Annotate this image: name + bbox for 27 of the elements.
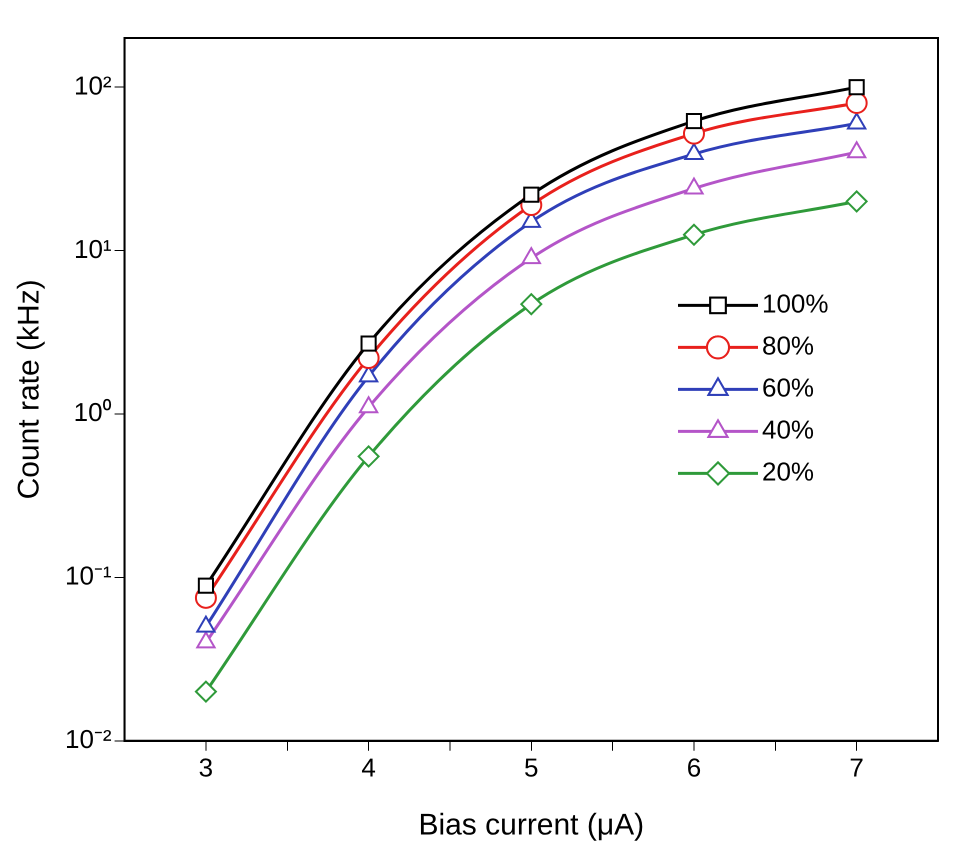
x-tick-label: 4	[361, 752, 376, 783]
legend-label: 40%	[762, 414, 814, 445]
y-axis-title: Count rate (kHz)	[12, 279, 46, 500]
y-tick-label: 10⁻²	[65, 724, 112, 754]
y-tick-label: 10¹	[74, 234, 112, 264]
point	[523, 186, 540, 203]
x-tick-label: 5	[524, 752, 539, 783]
legend-label: 80%	[762, 330, 814, 361]
legend-label: 20%	[762, 456, 814, 487]
y-tick-label: 10²	[74, 70, 112, 100]
point	[682, 224, 705, 246]
point	[198, 578, 214, 594]
point	[360, 335, 377, 352]
x-tick-label: 7	[849, 752, 864, 783]
y-tick-label: 10⁻¹	[65, 560, 112, 591]
point	[846, 190, 868, 212]
x-tick-label: 3	[198, 752, 214, 783]
y-tick-label: 10⁰	[74, 397, 112, 428]
x-axis-title: Bias current (μA)	[418, 808, 644, 842]
point	[194, 680, 217, 703]
point	[848, 79, 865, 96]
point	[520, 293, 542, 316]
legend-label: 100%	[762, 288, 828, 319]
legend-label: 60%	[762, 372, 814, 403]
x-tick-label: 6	[686, 752, 702, 783]
point	[358, 445, 380, 468]
point	[686, 113, 702, 130]
